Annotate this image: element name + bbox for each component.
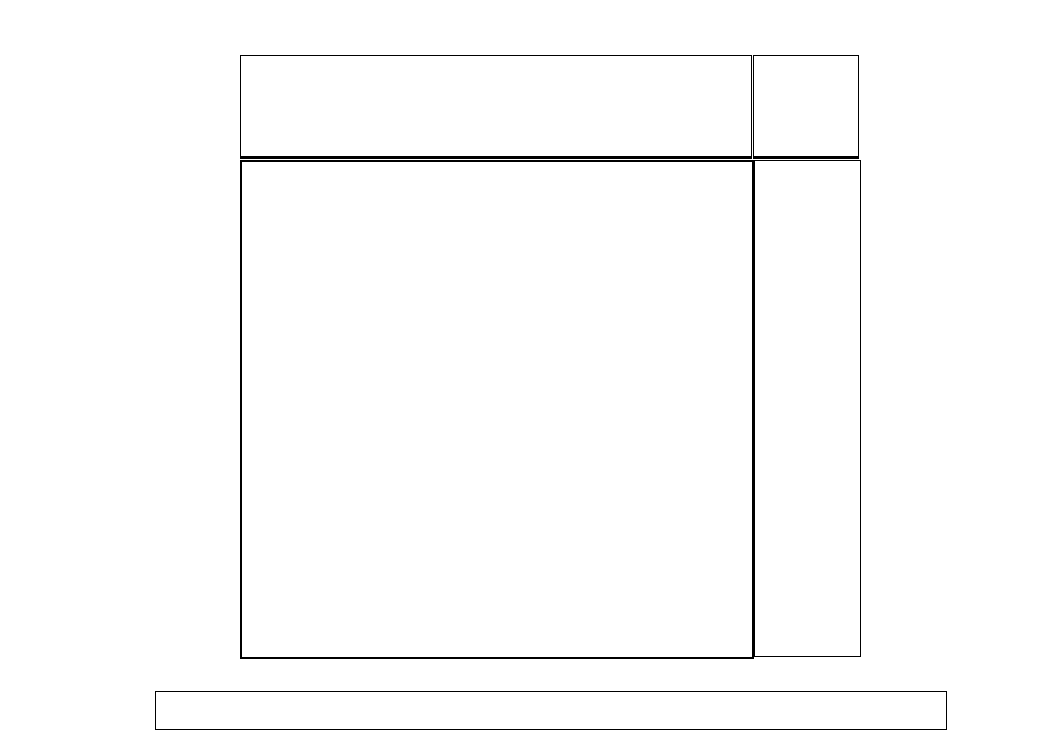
alt-vs-lon-panel xyxy=(240,55,752,159)
station-counts-list xyxy=(754,56,858,72)
station-counts-box xyxy=(753,55,859,159)
map-panel xyxy=(240,160,754,659)
alt-vs-lat-panel xyxy=(754,160,861,657)
map-scatter xyxy=(242,162,752,657)
alt-vs-lon-scatter xyxy=(241,56,751,156)
alt-vs-lat-scatter xyxy=(755,161,860,656)
time-colorbar xyxy=(155,691,947,730)
